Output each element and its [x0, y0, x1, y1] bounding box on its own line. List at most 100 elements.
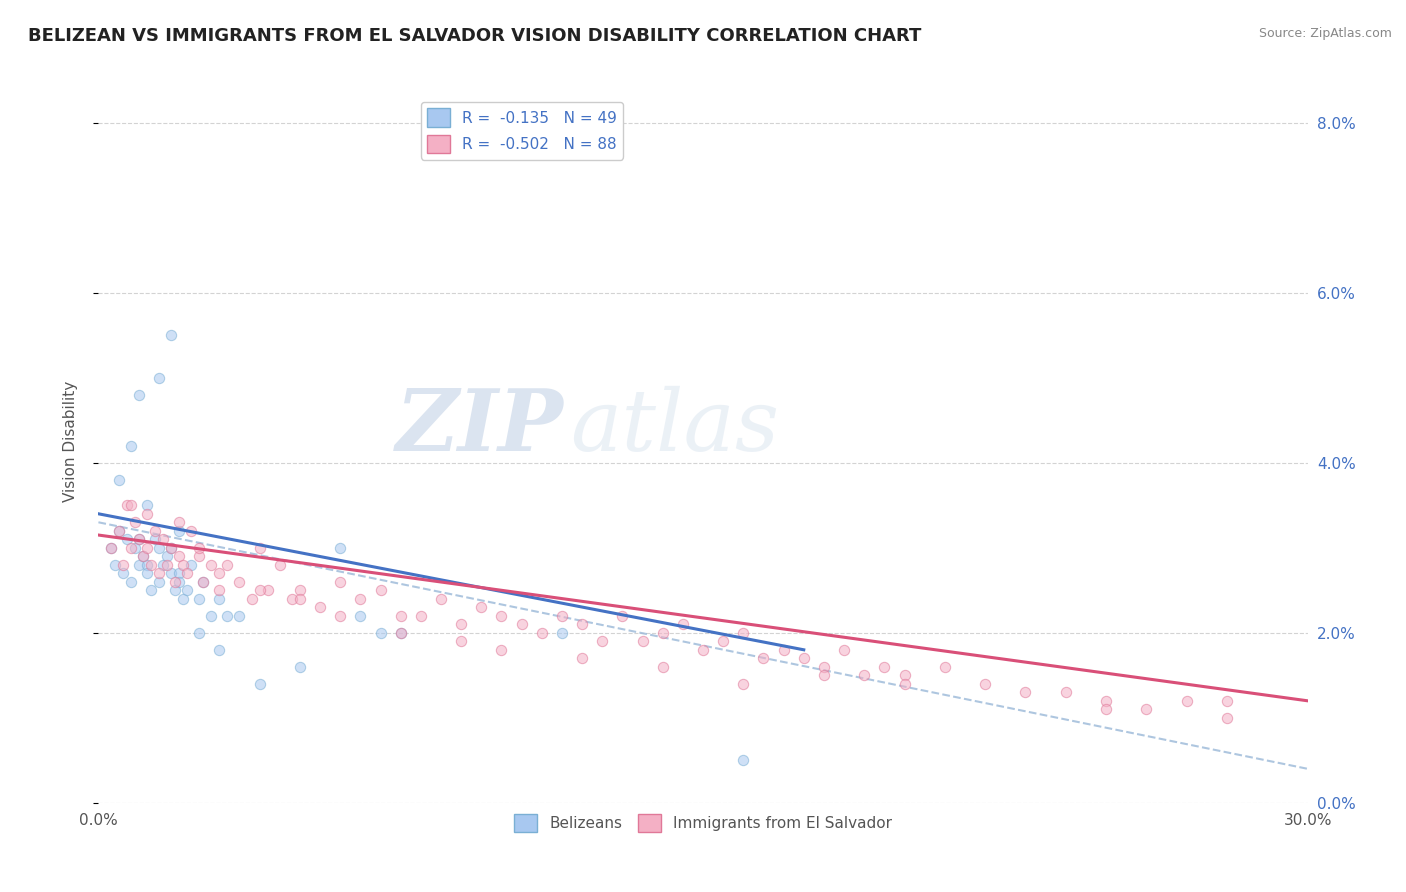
Point	[124, 516, 146, 530]
Point	[249, 541, 271, 555]
Point	[167, 549, 190, 564]
Point	[188, 625, 211, 640]
Point	[176, 583, 198, 598]
Point	[107, 524, 129, 538]
Point	[450, 617, 472, 632]
Point	[135, 566, 157, 581]
Point	[329, 574, 352, 589]
Point	[217, 608, 239, 623]
Point	[813, 660, 835, 674]
Point	[156, 549, 179, 564]
Text: atlas: atlas	[569, 385, 779, 468]
Point	[128, 388, 150, 402]
Point	[193, 574, 215, 589]
Legend: Belizeans, Immigrants from El Salvador: Belizeans, Immigrants from El Salvador	[508, 807, 898, 838]
Point	[1135, 702, 1157, 716]
Point	[103, 558, 125, 572]
Point	[135, 541, 157, 555]
Point	[256, 583, 278, 598]
Point	[934, 660, 956, 674]
Point	[1175, 694, 1198, 708]
Point	[430, 591, 453, 606]
Point	[160, 541, 183, 555]
Point	[893, 677, 915, 691]
Point	[115, 498, 138, 512]
Point	[893, 668, 915, 682]
Point	[571, 617, 593, 632]
Point	[491, 642, 513, 657]
Point	[389, 625, 412, 640]
Point	[752, 651, 775, 665]
Point	[172, 591, 194, 606]
Text: ZIP: ZIP	[396, 385, 564, 469]
Point	[409, 608, 432, 623]
Point	[100, 541, 122, 555]
Point	[180, 558, 202, 572]
Point	[873, 660, 896, 674]
Point	[571, 651, 593, 665]
Point	[240, 591, 263, 606]
Point	[148, 574, 170, 589]
Point	[132, 549, 155, 564]
Point	[128, 558, 150, 572]
Point	[163, 583, 186, 598]
Point	[1216, 711, 1239, 725]
Point	[208, 591, 231, 606]
Point	[228, 608, 250, 623]
Point	[200, 558, 222, 572]
Point	[167, 566, 190, 581]
Point	[370, 583, 392, 598]
Point	[208, 642, 231, 657]
Point	[120, 439, 142, 453]
Point	[591, 634, 613, 648]
Point	[167, 524, 190, 538]
Point	[389, 608, 412, 623]
Point	[148, 566, 170, 581]
Point	[281, 591, 304, 606]
Point	[733, 677, 755, 691]
Point	[288, 660, 311, 674]
Text: BELIZEAN VS IMMIGRANTS FROM EL SALVADOR VISION DISABILITY CORRELATION CHART: BELIZEAN VS IMMIGRANTS FROM EL SALVADOR …	[28, 27, 921, 45]
Point	[349, 608, 371, 623]
Point	[152, 558, 174, 572]
Point	[853, 668, 876, 682]
Point	[172, 558, 194, 572]
Point	[510, 617, 533, 632]
Point	[733, 625, 755, 640]
Point	[208, 566, 231, 581]
Point	[692, 642, 714, 657]
Point	[115, 533, 138, 547]
Point	[100, 541, 122, 555]
Point	[208, 583, 231, 598]
Point	[1054, 685, 1077, 699]
Point	[1014, 685, 1036, 699]
Point	[269, 558, 291, 572]
Point	[249, 677, 271, 691]
Point	[120, 541, 142, 555]
Point	[329, 541, 352, 555]
Point	[148, 371, 170, 385]
Point	[176, 566, 198, 581]
Point	[160, 541, 183, 555]
Point	[612, 608, 634, 623]
Point	[124, 541, 146, 555]
Point	[163, 574, 186, 589]
Point	[1216, 694, 1239, 708]
Point	[530, 625, 553, 640]
Point	[329, 608, 352, 623]
Point	[180, 524, 202, 538]
Point	[120, 574, 142, 589]
Point	[107, 473, 129, 487]
Point	[551, 625, 574, 640]
Point	[139, 558, 162, 572]
Point	[143, 524, 166, 538]
Point	[470, 600, 492, 615]
Point	[132, 549, 155, 564]
Point	[631, 634, 654, 648]
Point	[249, 583, 271, 598]
Point	[288, 583, 311, 598]
Point	[143, 533, 166, 547]
Point	[1095, 694, 1118, 708]
Point	[135, 558, 157, 572]
Point	[288, 591, 311, 606]
